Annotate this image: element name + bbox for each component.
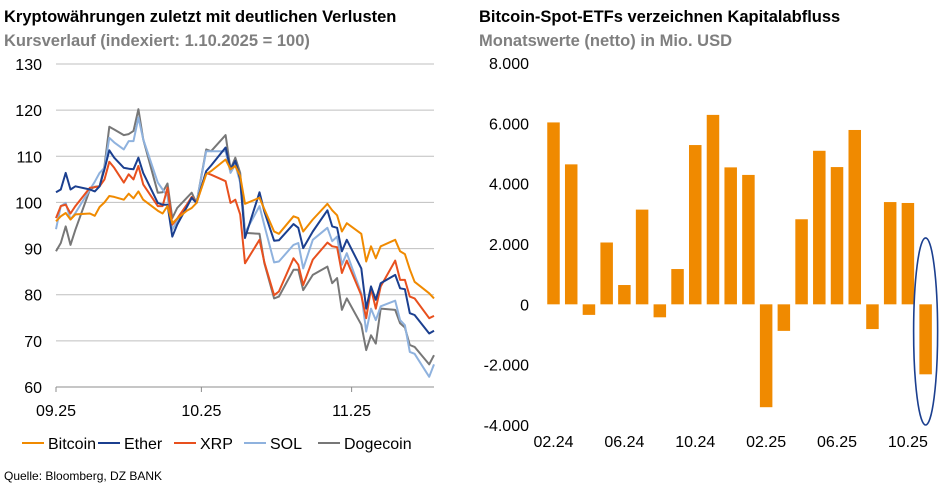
y-tick-label: 120	[15, 103, 42, 120]
y-tick-label: 6.000	[489, 116, 529, 133]
series-lines	[55, 108, 435, 378]
gridlines	[56, 63, 434, 388]
x-tick-label: 06.24	[604, 434, 644, 451]
x-tick-label: 02.24	[533, 434, 573, 451]
legend-item-ether: Ether	[98, 436, 163, 453]
bar-03.25	[777, 304, 791, 331]
right-chart-subtitle: Monatswerte (netto) in Mio. USD	[479, 32, 732, 50]
bar-04.24	[582, 304, 596, 315]
y-axis-ticks: 130 120 110 100 90 80 70 60	[15, 57, 42, 397]
x-tick-label: 10.25	[888, 434, 928, 451]
legend-label: Bitcoin	[48, 436, 96, 453]
bar-09.24	[671, 269, 684, 305]
legend-item-bitcoin: Bitcoin	[22, 436, 96, 453]
bar-10.25	[901, 202, 915, 305]
x-axis-ticks: 09.25 10.25 11.25	[36, 387, 371, 420]
y-tick-label: 2.000	[489, 237, 529, 254]
legend-item-dogecoin: Dogecoin	[318, 436, 412, 453]
x-axis-ticks: 02.24 06.24 10.24 02.25 06.25 10.25	[533, 434, 928, 451]
legend-item-xrp: XRP	[174, 436, 233, 453]
bar-11.24	[706, 114, 720, 305]
y-tick-label: -2.000	[484, 358, 529, 375]
series-line-ether	[55, 146, 435, 335]
bar-02.25	[759, 304, 773, 408]
bar-10.24	[689, 145, 702, 305]
y-tick-label: 8.000	[489, 56, 529, 73]
legend-label: Dogecoin	[344, 436, 412, 453]
highlight-ellipse	[912, 237, 939, 426]
legend-label: Ether	[124, 436, 163, 453]
y-axis-ticks: 8.000 6.000 4.000 2.000 0 -2.000 -4.000	[484, 56, 529, 435]
bar-12.24	[724, 167, 737, 305]
legend: Bitcoin Ether XRP SOL Dogecoin	[22, 436, 412, 453]
bar-06.24	[618, 285, 631, 305]
bar-11.25	[919, 304, 932, 375]
legend-item-sol: SOL	[244, 436, 302, 453]
x-tick-label: 11.25	[332, 403, 371, 420]
bar-01.25	[742, 174, 755, 305]
bar-05.24	[600, 242, 613, 305]
bar-04.25	[795, 219, 808, 305]
y-tick-label: 90	[24, 242, 42, 259]
line-chart: 130 120 110 100 90 80 70 60 09.25 10.25 11.25 Bit…	[15, 57, 435, 453]
bar-08.24	[653, 304, 667, 318]
y-tick-label: 80	[24, 288, 42, 305]
legend-label: SOL	[270, 436, 302, 453]
bars	[547, 114, 932, 408]
bar-06.25	[830, 167, 844, 305]
x-tick-label: 09.25	[36, 403, 76, 420]
annotation	[912, 237, 939, 426]
left-chart-subtitle: Kursverlauf (indexiert: 1.10.2025 = 100)	[4, 32, 310, 50]
bar-07.24	[635, 209, 649, 305]
y-tick-label: 60	[24, 380, 42, 397]
x-tick-label: 02.25	[746, 434, 786, 451]
series-line-bitcoin	[55, 158, 435, 300]
left-chart-title: Kryptowährungen zuletzt mit deutlichen V…	[4, 8, 396, 26]
y-tick-label: 100	[15, 195, 42, 212]
y-tick-label: 110	[16, 149, 42, 166]
y-tick-label: 4.000	[489, 177, 529, 194]
bar-07.25	[848, 129, 861, 305]
legend-label: XRP	[200, 436, 233, 453]
bar-02.24	[547, 122, 560, 305]
y-tick-label: 70	[24, 334, 42, 351]
x-tick-label: 06.25	[817, 434, 857, 451]
bar-03.24	[564, 164, 578, 305]
source-note: Quelle: Bloomberg, DZ BANK	[4, 469, 162, 483]
bar-09.25	[883, 202, 897, 305]
y-tick-label: -4.000	[484, 418, 529, 435]
x-tick-label: 10.25	[181, 403, 221, 420]
bar-08.25	[866, 304, 879, 330]
bar-05.25	[813, 150, 826, 305]
right-chart-title: Bitcoin-Spot-ETFs verzeichnen Kapitalabf…	[479, 8, 840, 26]
x-tick-label: 10.24	[675, 434, 715, 451]
y-tick-label: 130	[15, 57, 42, 74]
y-tick-label: 0	[520, 297, 529, 314]
